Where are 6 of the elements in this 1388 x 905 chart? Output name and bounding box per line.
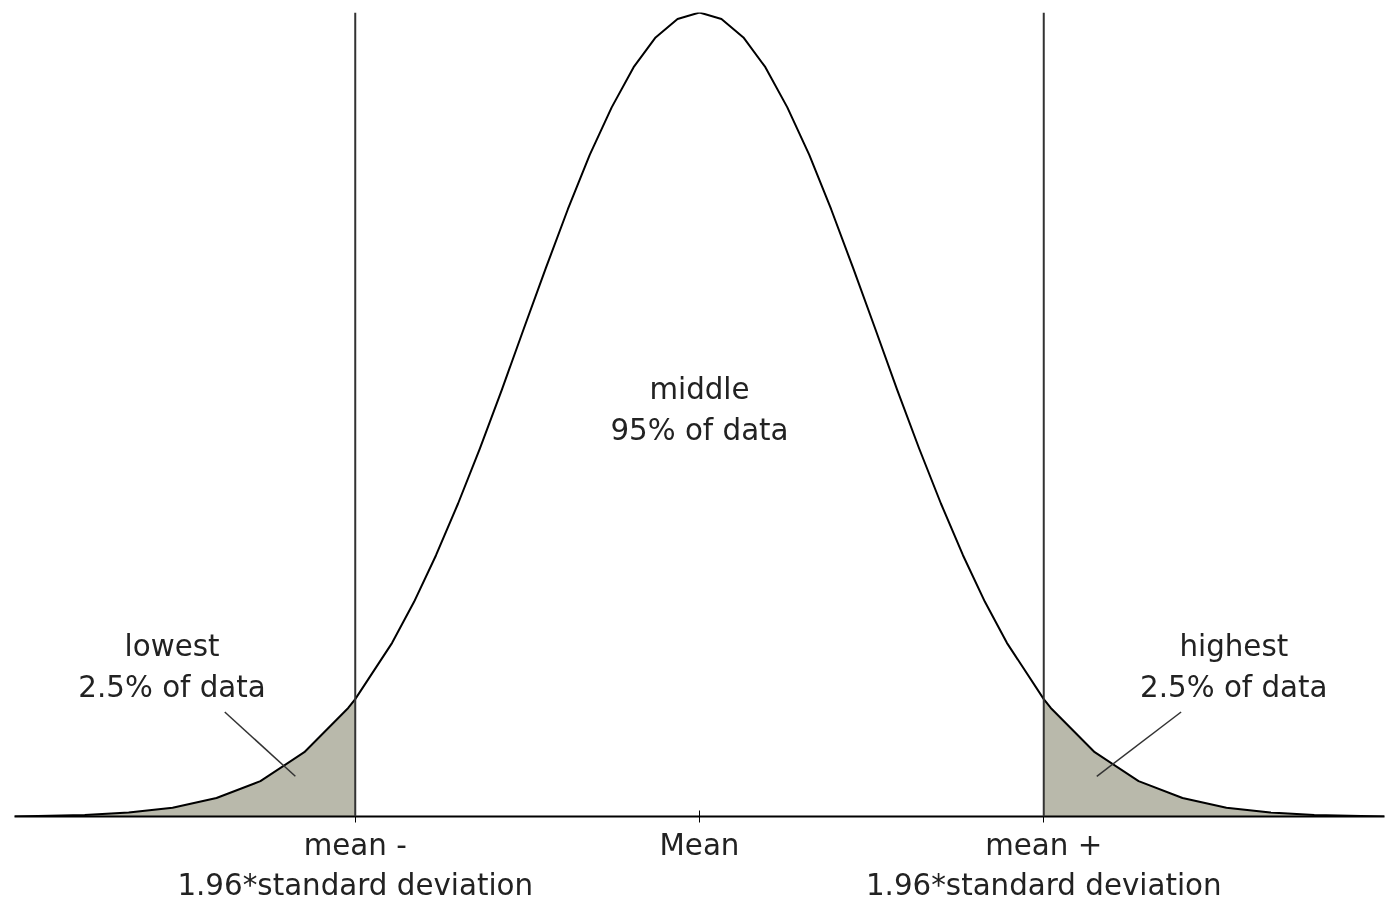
annotation: middle 95% of data (610, 371, 789, 447)
x-tick-label: mean + 1.96*standard deviation (865, 827, 1222, 903)
annotation: highest 2.5% of data (1140, 629, 1328, 704)
x-tick-label: Mean (659, 827, 740, 862)
annotation: lowest 2.5% of data (78, 629, 266, 704)
x-tick-label: mean - 1.96*standard deviation (177, 827, 534, 903)
